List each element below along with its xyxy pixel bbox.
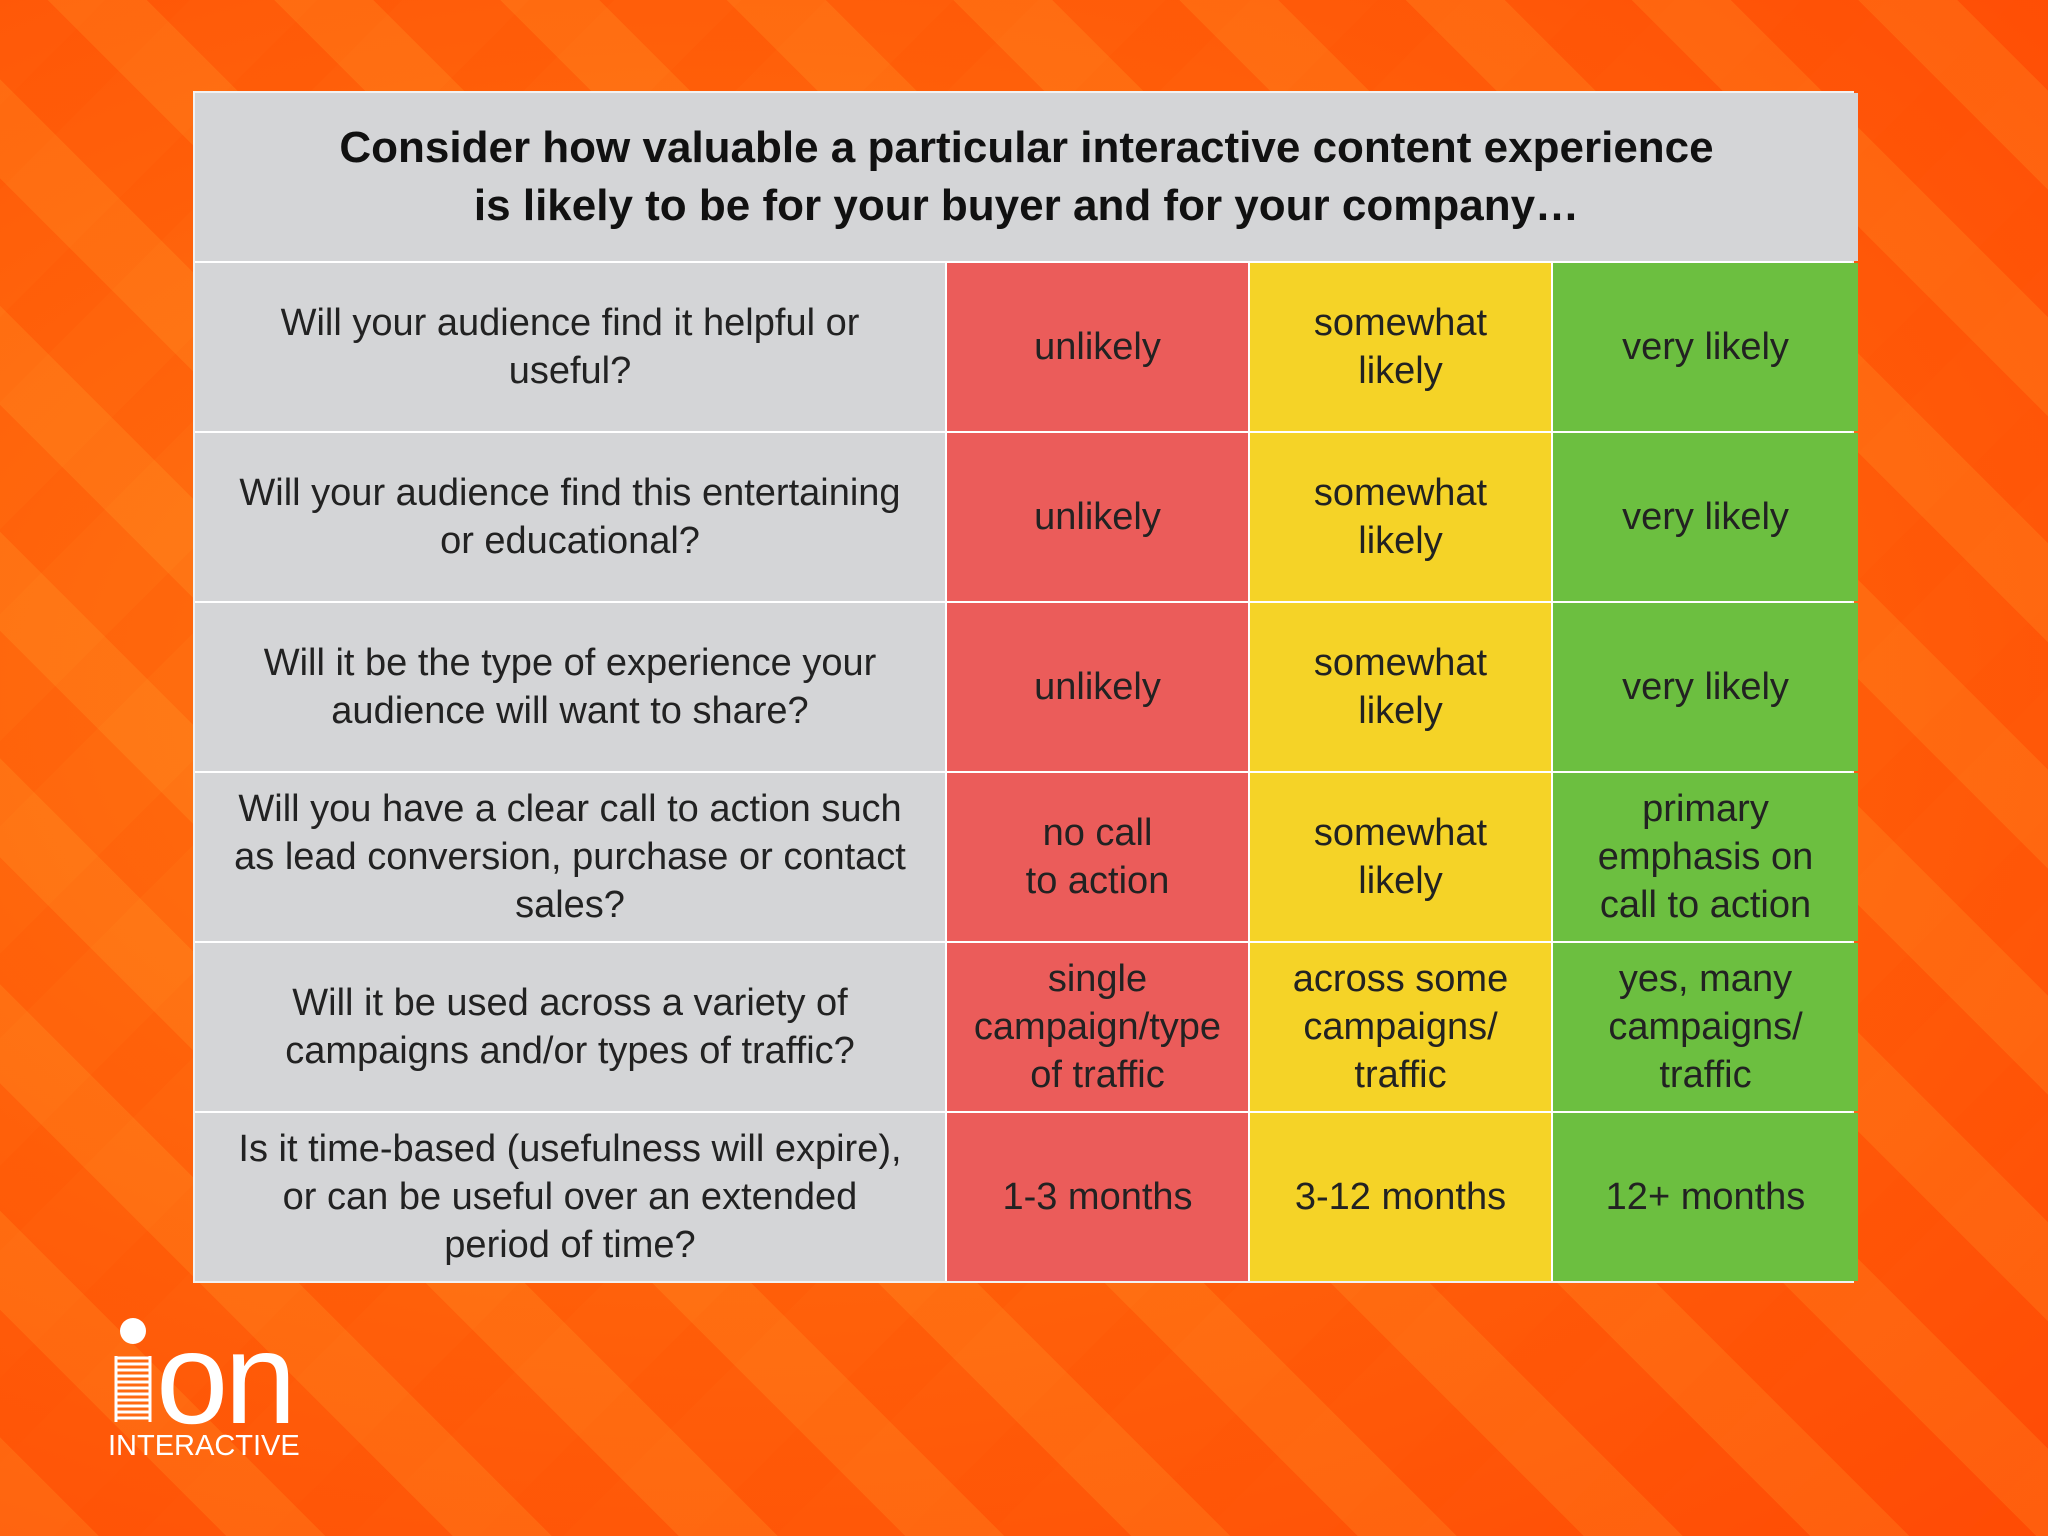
rating-high-cell: primary emphasis on call to action [1553, 773, 1858, 941]
question-cell-text: or can be useful over an extended [282, 1176, 858, 1218]
question-cell-text: audience will want to share? [331, 690, 809, 732]
rating-mid-cell: somewhat likely [1250, 433, 1551, 601]
rating-low-cell-text: no call [1042, 812, 1153, 854]
rating-low-cell: single campaign/type of traffic [947, 943, 1248, 1111]
question-cell-text: Will it be the type of experience your [263, 642, 877, 684]
question-cell-text: Will your audience find this entertainin… [239, 472, 901, 514]
rating-high-cell-text: 12+ months [1605, 1176, 1806, 1218]
rating-high-cell: very likely [1553, 263, 1858, 431]
rating-mid-cell: somewhat likely [1250, 263, 1551, 431]
question-cell: Will you have a clear call to action suc… [195, 773, 945, 941]
rating-low-cell-text: campaign/type [973, 1006, 1222, 1048]
question-cell-text: or educational? [440, 520, 700, 562]
rating-mid-cell-text: likely [1358, 860, 1443, 902]
rating-high-cell-text: campaigns/ [1608, 1006, 1803, 1048]
question-cell-text: sales? [515, 884, 625, 926]
question-cell-text: period of time? [444, 1224, 696, 1266]
question-cell-text: campaigns and/or types of traffic? [285, 1030, 855, 1072]
rating-mid-cell-text: somewhat [1313, 302, 1488, 344]
question-cell-text: useful? [508, 350, 632, 392]
rating-mid-cell-text: campaigns/ [1303, 1006, 1498, 1048]
rating-high-cell: very likely [1553, 603, 1858, 771]
logo-subtitle: INTERACTIVE [108, 1430, 300, 1462]
rating-high-cell-text: yes, many [1618, 958, 1793, 1000]
rating-low-cell: 1-3 months [947, 1113, 1248, 1281]
table-title-line-2: is likely to be for your buyer and for y… [473, 181, 1580, 230]
rating-mid-cell: somewhat likely [1250, 773, 1551, 941]
rating-low-cell-text: to action [1025, 860, 1170, 902]
rating-low-cell-text: single [1047, 958, 1148, 1000]
question-cell: Will it be the type of experience your au… [195, 603, 945, 771]
rating-high-cell: yes, many campaigns/traffic [1553, 943, 1858, 1111]
rating-high-cell-text: emphasis on [1597, 836, 1814, 878]
rating-low-cell: no call to action [947, 773, 1248, 941]
rating-mid-cell-text: likely [1358, 690, 1443, 732]
rating-low-cell-text: 1-3 months [1002, 1176, 1193, 1218]
rating-mid-cell-text: likely [1358, 350, 1443, 392]
rating-low-cell-text: of traffic [1030, 1054, 1165, 1096]
question-cell-text: Will you have a clear call to action suc… [238, 788, 902, 830]
logo-wordmark: on [156, 1305, 297, 1451]
rating-mid-cell-text: across some [1292, 958, 1509, 1000]
rating-high-cell-text: call to action [1599, 884, 1812, 926]
rating-high-cell-text: very likely [1622, 326, 1789, 368]
table-title-line-1: Consider how valuable a particular inter… [339, 123, 1714, 172]
question-cell-text: Will your audience find it helpful or [280, 302, 860, 344]
question-cell: Will it be used across a variety of campa… [195, 943, 945, 1111]
rating-mid-cell-text: somewhat [1313, 642, 1488, 684]
logo-spring-icon [114, 1356, 152, 1422]
value-assessment-table: Consider how valuable a particular inter… [193, 91, 1858, 1283]
rating-mid-cell-text: somewhat [1313, 812, 1488, 854]
rating-high-cell-text: traffic [1659, 1054, 1752, 1096]
rating-low-cell: unlikely [947, 433, 1248, 601]
question-cell: Will your audience find it helpful or use… [195, 263, 945, 431]
question-cell-text: Is it time-based (usefulness will expire… [238, 1128, 902, 1170]
rating-low-cell-text: unlikely [1034, 666, 1161, 708]
question-cell: Is it time-based (usefulness will expire… [195, 1113, 945, 1281]
rating-mid-cell: 3-12 months [1250, 1113, 1551, 1281]
rating-mid-cell-text: likely [1358, 520, 1443, 562]
rating-mid-cell-text: traffic [1354, 1054, 1447, 1096]
rating-low-cell: unlikely [947, 263, 1248, 431]
rating-high-cell-text: primary [1642, 788, 1769, 830]
question-cell-text: Will it be used across a variety of [292, 982, 848, 1024]
rating-mid-cell-text: somewhat [1313, 472, 1488, 514]
rating-mid-cell: somewhat likely [1250, 603, 1551, 771]
question-cell: Will your audience find this entertainin… [195, 433, 945, 601]
table-title: Consider how valuable a particular inter… [195, 93, 1858, 261]
rating-mid-cell: across some campaigns/traffic [1250, 943, 1551, 1111]
rating-high-cell-text: very likely [1622, 666, 1789, 708]
rating-mid-cell-text: 3-12 months [1294, 1176, 1507, 1218]
ion-interactive-logo: on INTERACTIVE [106, 1305, 326, 1462]
rating-high-cell: 12+ months [1553, 1113, 1858, 1281]
rating-high-cell: very likely [1553, 433, 1858, 601]
rating-high-cell-text: very likely [1622, 496, 1789, 538]
logo-i-dot [120, 1318, 146, 1344]
rating-low-cell-text: unlikely [1034, 496, 1161, 538]
question-cell-text: as lead conversion, purchase or contact [234, 836, 906, 878]
rating-low-cell-text: unlikely [1034, 326, 1161, 368]
rating-low-cell: unlikely [947, 603, 1248, 771]
